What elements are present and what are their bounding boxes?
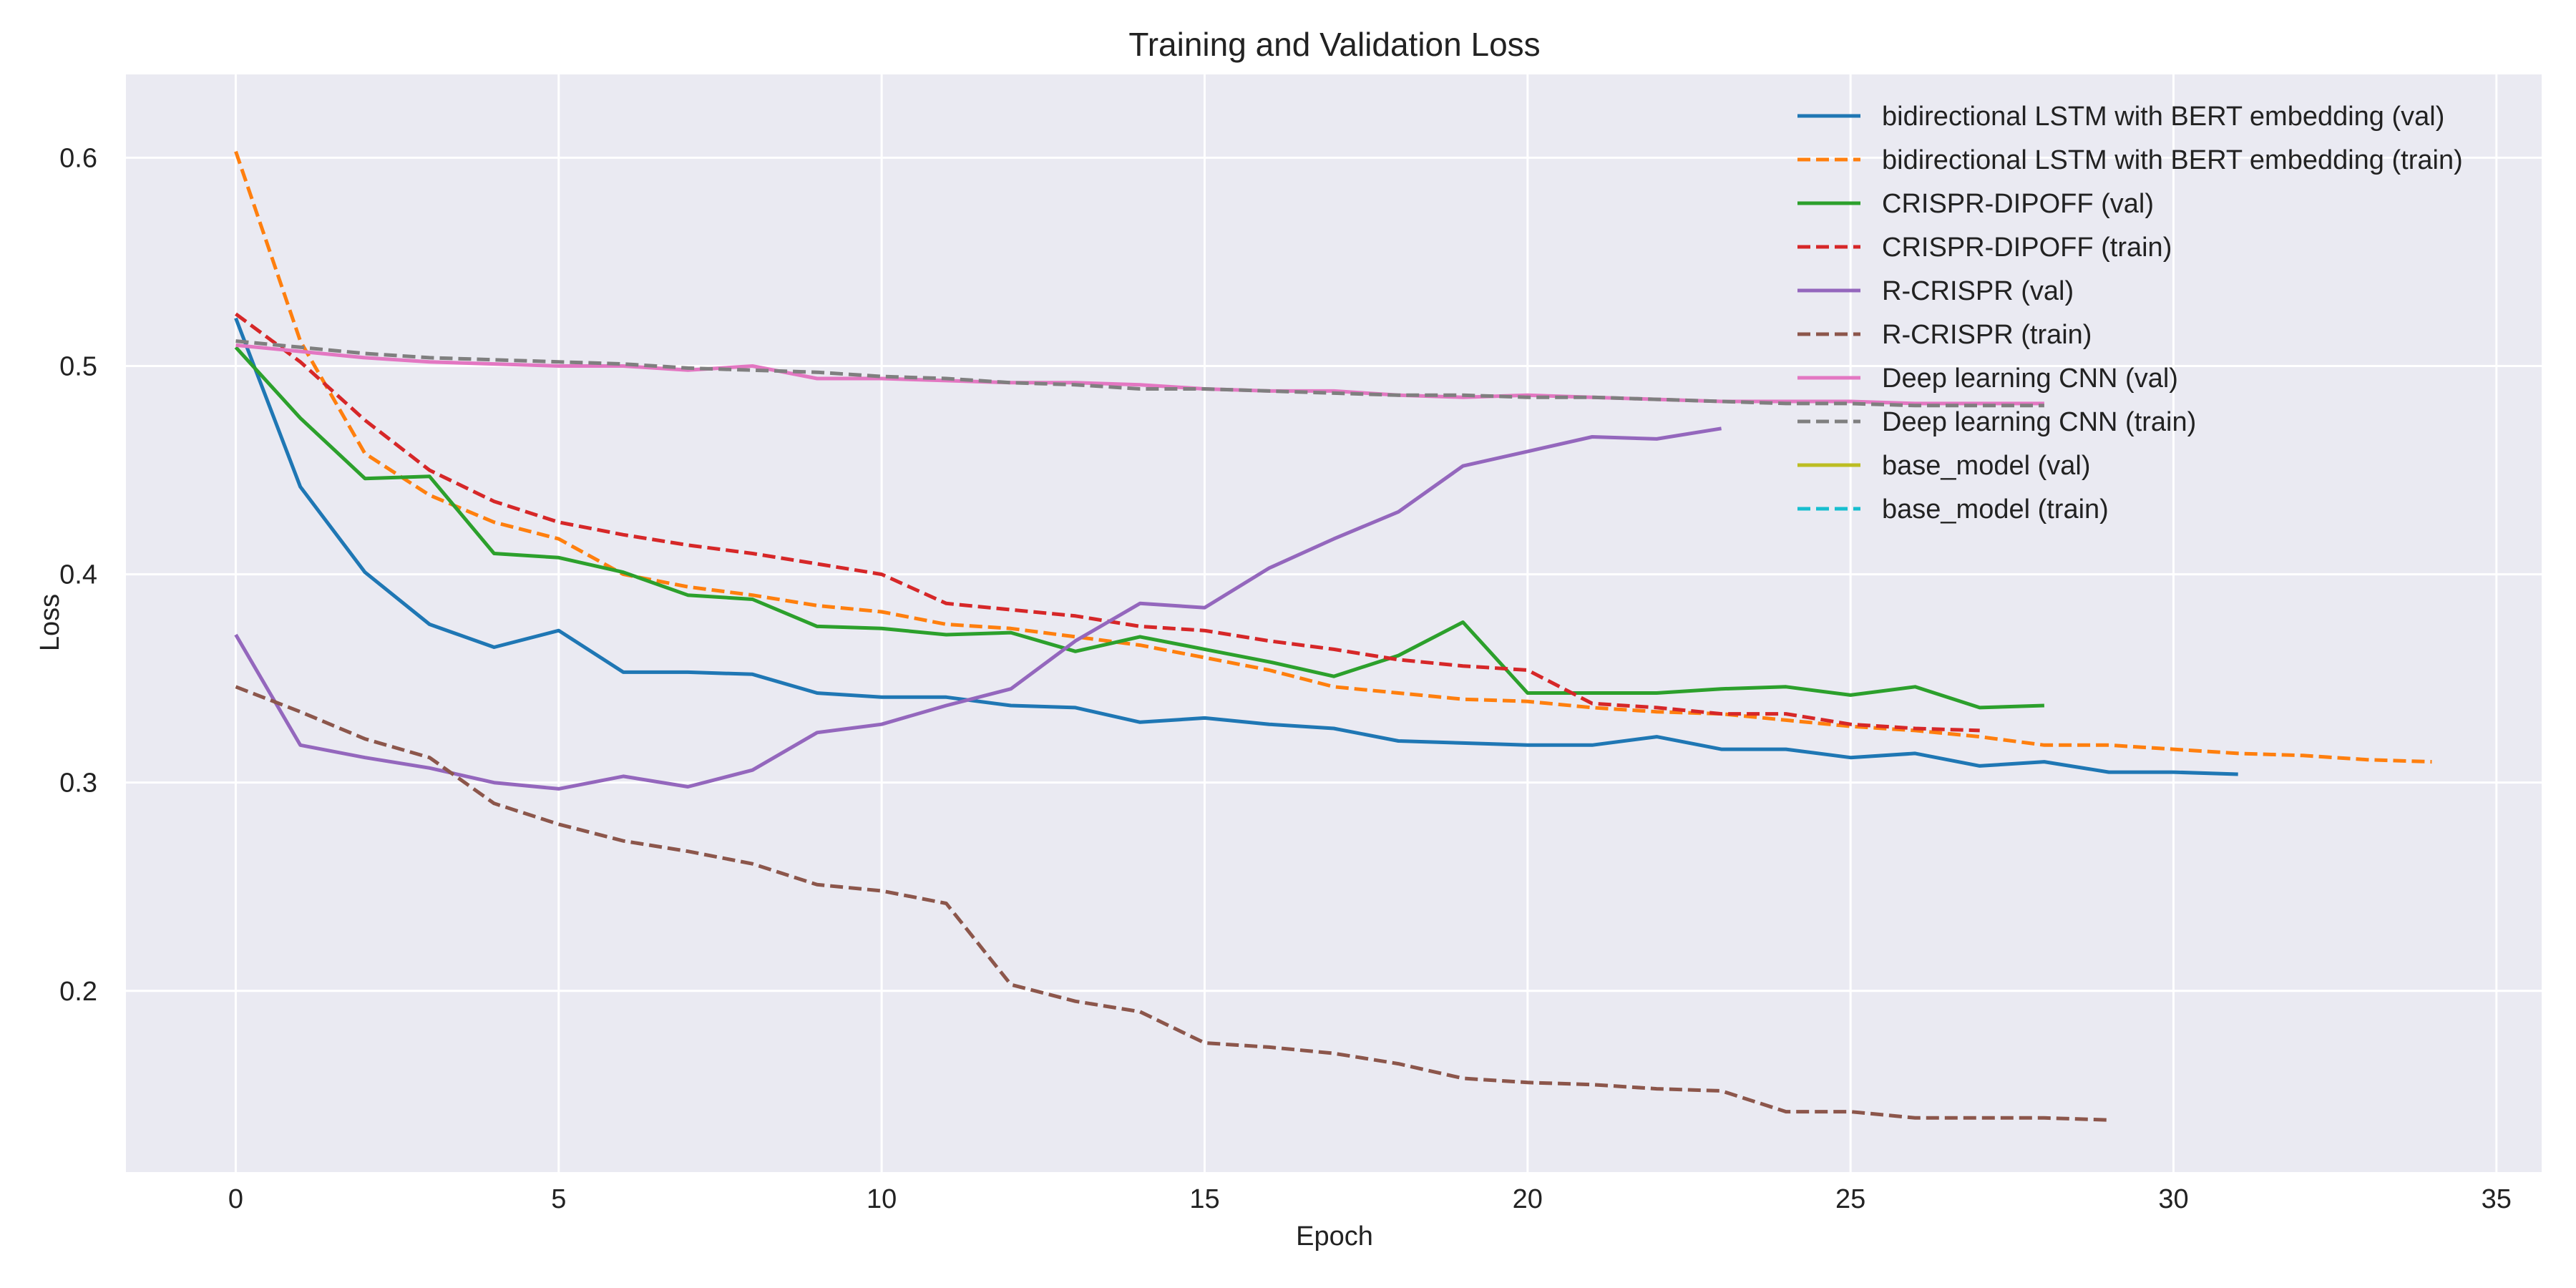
series-line xyxy=(234,346,2044,710)
y-tick-label: 0.6 xyxy=(59,143,97,173)
series-line xyxy=(234,317,2238,776)
legend-label: R-CRISPR (val) xyxy=(1882,276,2074,306)
x-tick-label: 35 xyxy=(2482,1184,2512,1214)
y-axis-label: Loss xyxy=(35,594,65,651)
legend-label: bidirectional LSTM with BERT embedding (… xyxy=(1882,102,2444,132)
x-axis-label: Epoch xyxy=(1296,1221,1373,1252)
legend-label: bidirectional LSTM with BERT embedding (… xyxy=(1882,145,2463,175)
legend-label: base_model (val) xyxy=(1882,451,2090,481)
legend-label: Deep learning CNN (train) xyxy=(1882,407,2196,437)
plot-area xyxy=(126,74,2542,1172)
series-line xyxy=(235,685,2109,1122)
y-tick-label: 0.4 xyxy=(59,560,97,590)
legend-label: R-CRISPR (train) xyxy=(1882,320,2092,350)
legend-label: CRISPR-DIPOFF (train) xyxy=(1882,233,2172,263)
series-line xyxy=(234,426,1722,791)
x-tick-label: 20 xyxy=(1513,1184,1543,1214)
legend-label: Deep learning CNN (val) xyxy=(1882,364,2178,394)
x-tick-label: 0 xyxy=(228,1184,243,1214)
x-tick-label: 10 xyxy=(867,1184,897,1214)
series-line xyxy=(235,339,2044,408)
legend-label: CRISPR-DIPOFF (val) xyxy=(1882,189,2154,219)
series-line xyxy=(234,150,2432,764)
series-lines xyxy=(234,150,2432,1122)
chart-title: Training and Validation Loss xyxy=(1128,26,1540,63)
x-tick-label: 15 xyxy=(1189,1184,1219,1214)
x-tick-label: 30 xyxy=(2158,1184,2188,1214)
y-tick-label: 0.3 xyxy=(59,769,97,799)
y-tick-label: 0.2 xyxy=(59,977,97,1007)
legend-label: base_model (train) xyxy=(1882,494,2109,525)
legend: bidirectional LSTM with BERT embedding (… xyxy=(1797,102,2463,525)
x-tick-label: 5 xyxy=(551,1184,566,1214)
x-axis-ticks: 0 5 10 15 20 25 30 35 xyxy=(228,1184,2512,1214)
y-tick-label: 0.5 xyxy=(59,352,97,382)
y-axis-ticks: 0.2 0.3 0.4 0.5 0.6 xyxy=(59,143,97,1006)
x-tick-label: 25 xyxy=(1835,1184,1865,1214)
